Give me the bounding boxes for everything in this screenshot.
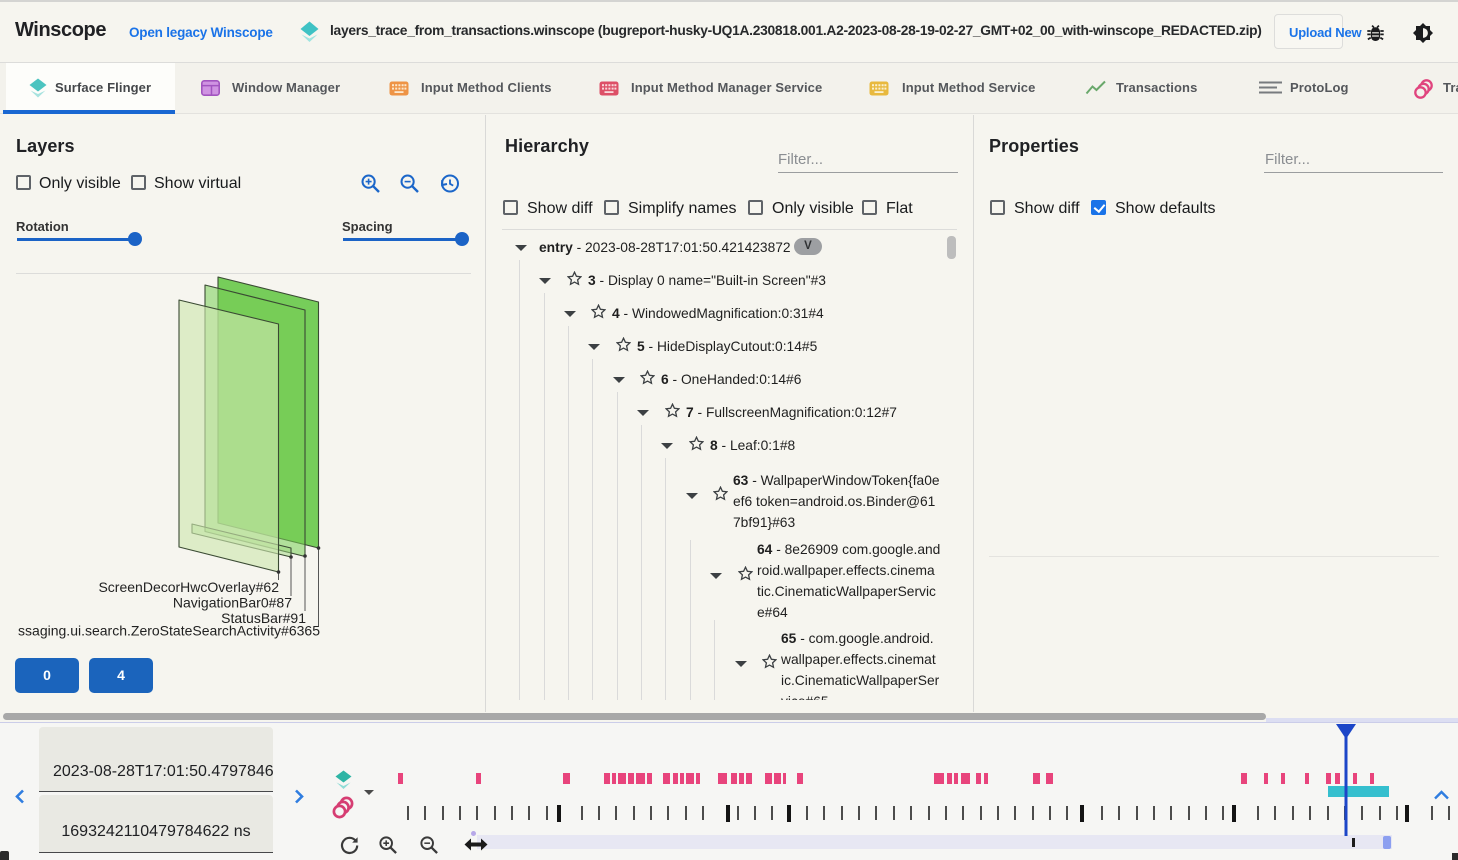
svg-text:NavigationBar0#87: NavigationBar0#87 (173, 595, 292, 611)
svg-text:ssaging.ui.search.ZeroStateSea: ssaging.ui.search.ZeroStateSearchActivit… (18, 623, 320, 639)
svg-text:ScreenDecorHwcOverlay#62: ScreenDecorHwcOverlay#62 (98, 579, 279, 595)
svg-text:StatusBar#91: StatusBar#91 (221, 610, 306, 626)
